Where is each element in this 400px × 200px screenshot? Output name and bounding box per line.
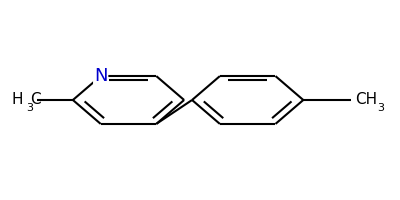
Text: CH: CH: [355, 92, 377, 108]
Text: 3: 3: [377, 103, 384, 113]
Text: C: C: [30, 92, 41, 108]
Text: N: N: [94, 67, 108, 85]
Text: 3: 3: [26, 103, 33, 113]
Text: H: H: [12, 92, 23, 108]
